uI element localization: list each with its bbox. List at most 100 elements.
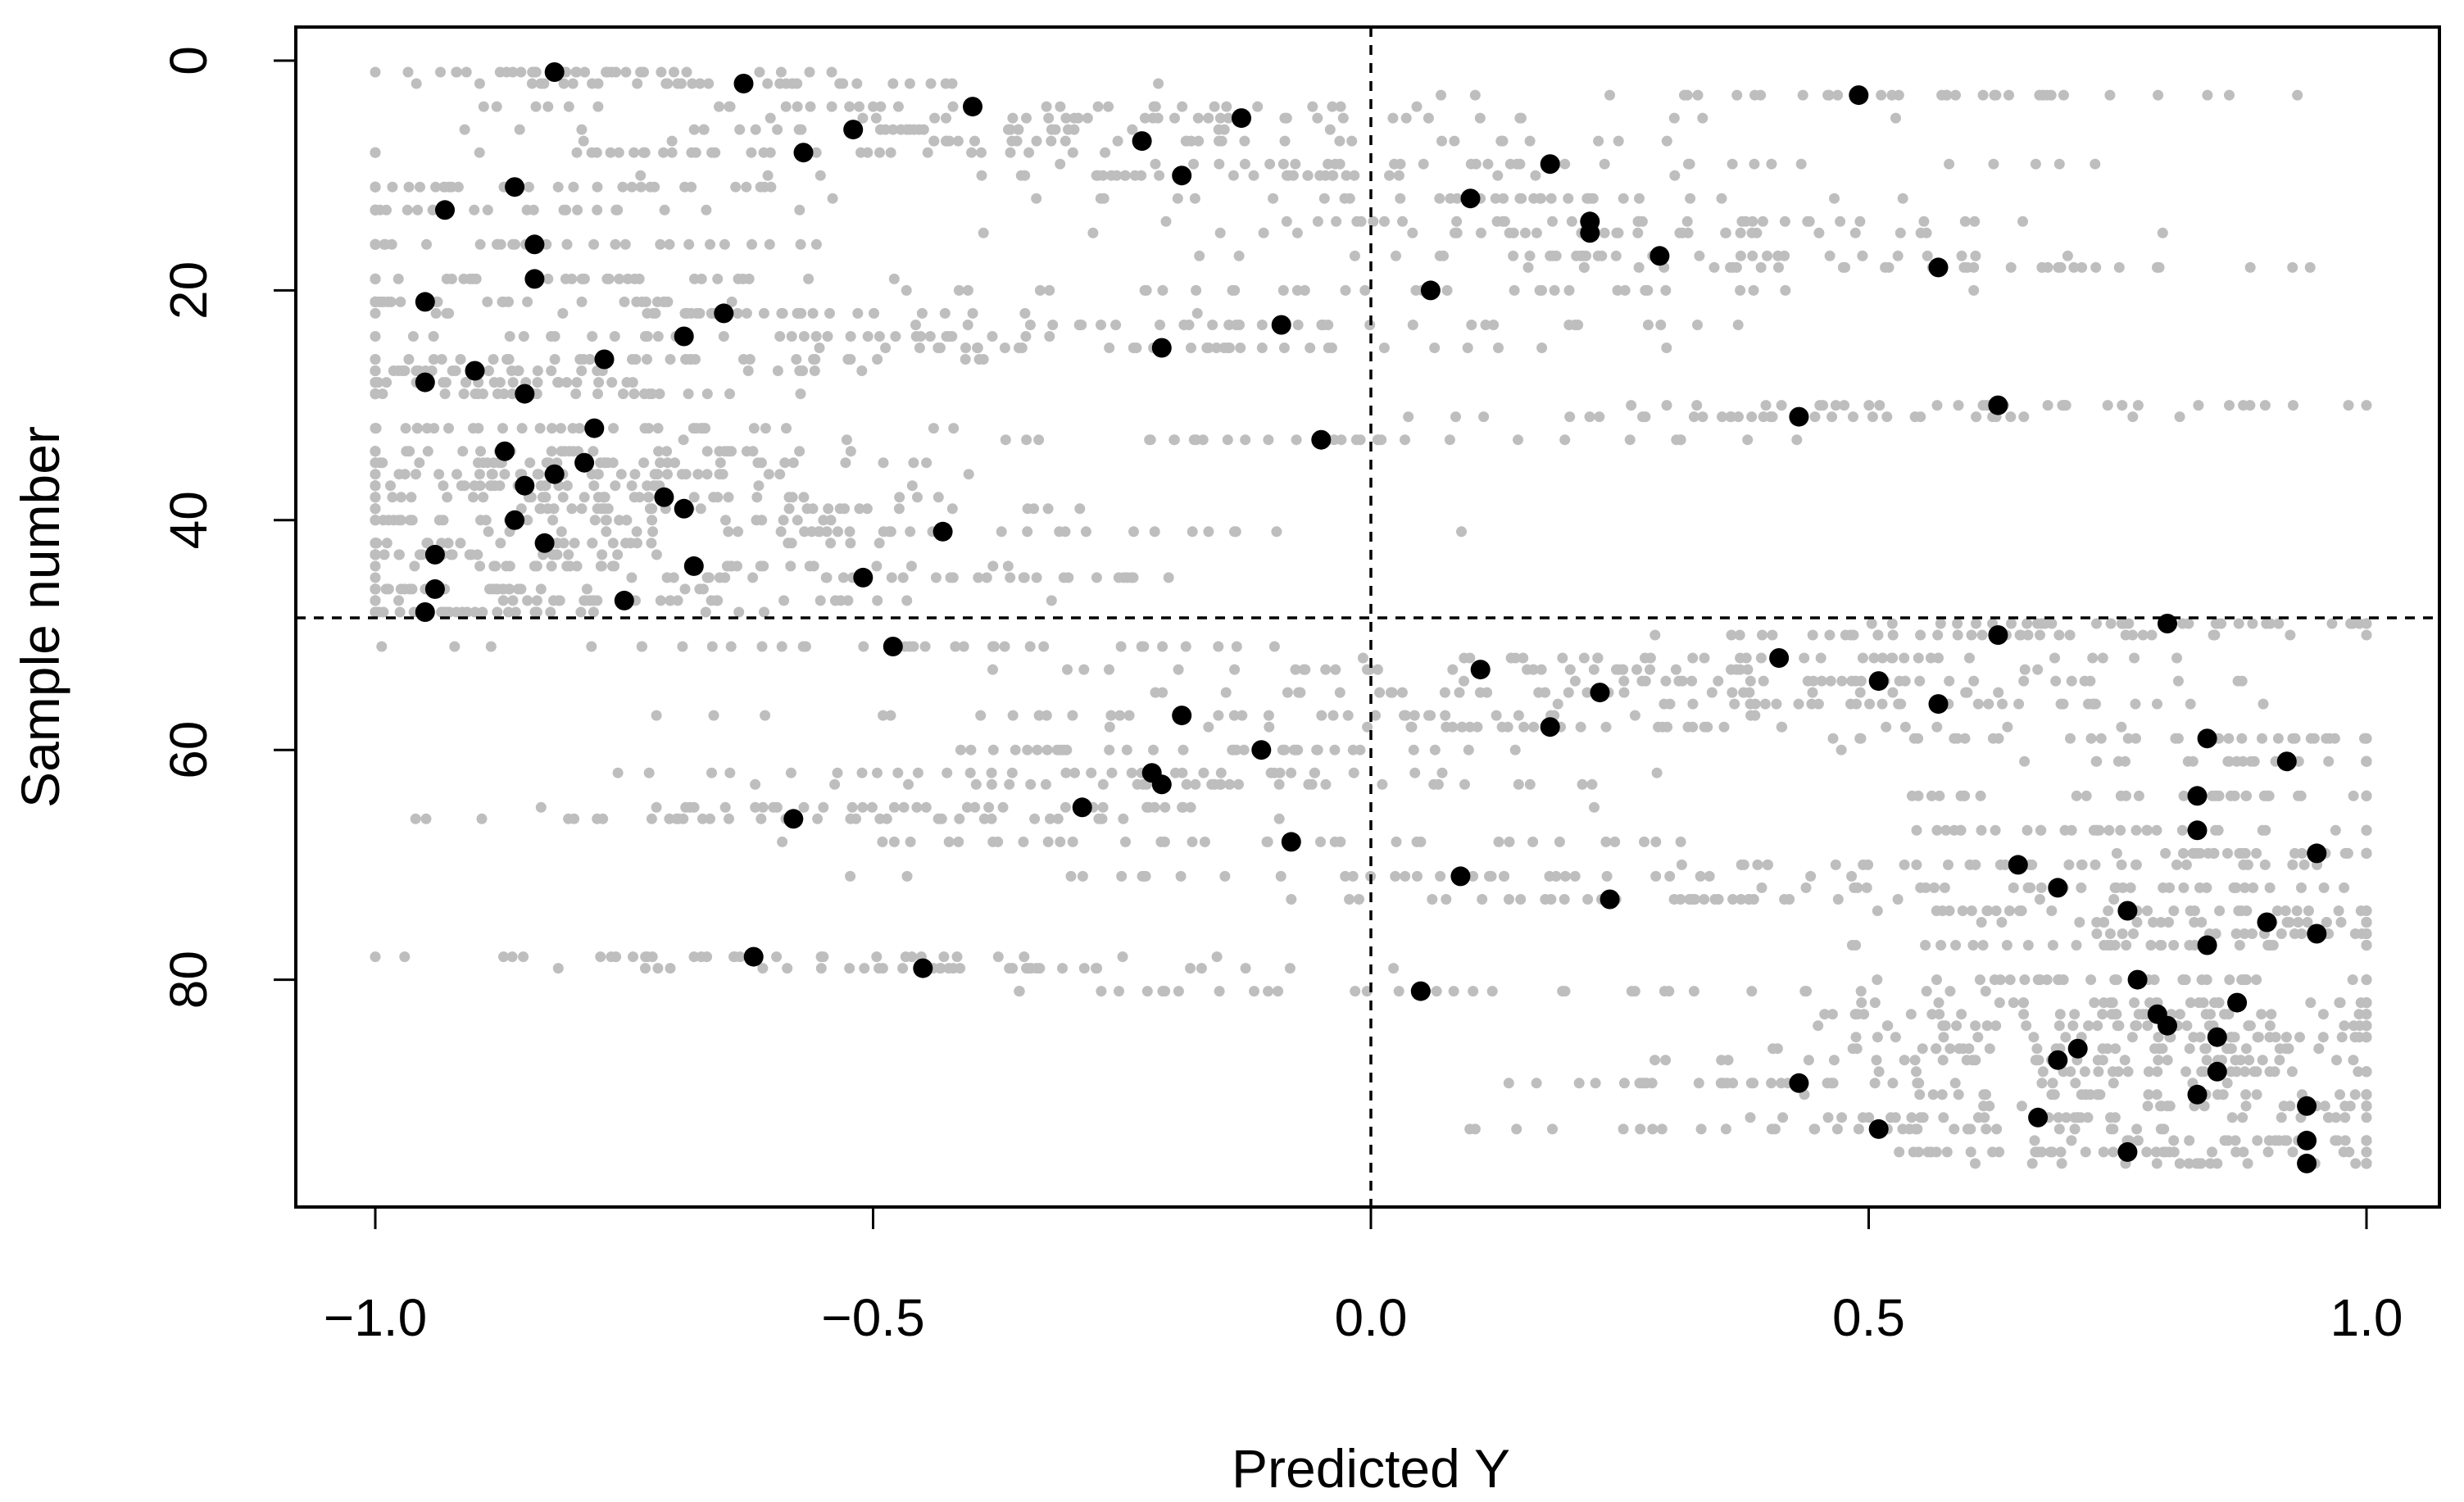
background-sample-point xyxy=(2125,882,2136,893)
background-sample-point xyxy=(576,273,588,284)
background-sample-point xyxy=(1664,698,1676,710)
background-sample-point xyxy=(546,365,557,376)
background-sample-point xyxy=(2066,1135,2077,1146)
background-sample-point xyxy=(774,331,786,342)
background-sample-point xyxy=(1744,687,1755,698)
background-sample-point xyxy=(755,181,766,193)
background-sample-point xyxy=(2164,882,2176,893)
background-sample-point xyxy=(1933,652,1944,664)
background-sample-point xyxy=(1926,1009,1938,1020)
background-sample-point xyxy=(1060,526,1071,538)
background-sample-point xyxy=(2234,940,2245,951)
background-sample-point xyxy=(1503,1078,1514,1089)
background-sample-point xyxy=(1293,687,1305,698)
background-sample-point xyxy=(2127,629,2138,641)
background-sample-point xyxy=(421,238,432,250)
mean-point xyxy=(2158,614,2177,633)
background-sample-point xyxy=(2006,618,2017,629)
background-sample-point xyxy=(370,595,381,606)
background-sample-point xyxy=(1041,744,1053,756)
background-sample-point xyxy=(1508,250,1519,261)
background-sample-point xyxy=(1984,1100,1995,1112)
background-sample-point xyxy=(726,296,737,307)
background-sample-point xyxy=(1006,767,1018,778)
background-sample-point xyxy=(1076,320,1087,330)
background-sample-point xyxy=(563,549,574,560)
mean-point xyxy=(1928,257,1949,278)
background-sample-point xyxy=(1848,411,1858,423)
background-sample-point xyxy=(546,331,557,342)
background-sample-point xyxy=(772,365,783,376)
background-sample-point xyxy=(545,606,556,618)
background-sample-point xyxy=(824,307,835,319)
background-sample-point xyxy=(1735,652,1746,664)
background-sample-point xyxy=(1335,101,1346,112)
background-sample-point xyxy=(1913,1078,1925,1089)
background-sample-point xyxy=(1045,813,1055,824)
background-sample-point xyxy=(1340,870,1351,882)
background-sample-point xyxy=(651,801,662,813)
background-sample-point xyxy=(1324,124,1336,135)
background-sample-point xyxy=(1931,1043,1942,1055)
background-sample-point xyxy=(2055,1146,2067,1158)
x-tick-label: −0.5 xyxy=(821,1288,924,1347)
background-sample-point xyxy=(1469,89,1481,101)
background-sample-point xyxy=(1531,1078,1542,1089)
background-sample-point xyxy=(963,469,974,480)
background-sample-point xyxy=(2284,917,2295,928)
background-sample-point xyxy=(393,549,405,560)
background-sample-point xyxy=(1331,216,1342,227)
background-sample-point xyxy=(492,238,502,250)
background-sample-point xyxy=(1965,1123,1976,1135)
background-sample-point xyxy=(1342,710,1354,721)
background-sample-point xyxy=(1634,193,1645,204)
background-sample-point xyxy=(1252,101,1264,112)
background-sample-point xyxy=(1327,101,1338,112)
background-sample-point xyxy=(1031,193,1042,204)
background-sample-point xyxy=(1632,227,1644,238)
background-sample-point xyxy=(877,836,888,847)
background-sample-point xyxy=(1407,227,1418,238)
background-sample-point xyxy=(1886,652,1898,664)
background-sample-point xyxy=(1022,526,1033,538)
background-sample-point xyxy=(1495,135,1507,147)
background-sample-point xyxy=(2331,1055,2342,1066)
background-sample-point xyxy=(1439,687,1450,698)
background-sample-point xyxy=(1173,986,1184,997)
background-sample-point xyxy=(798,331,810,342)
background-sample-point xyxy=(880,343,892,353)
background-sample-point xyxy=(394,606,406,618)
background-sample-point xyxy=(924,331,936,342)
background-sample-point xyxy=(477,388,488,400)
background-sample-point xyxy=(2296,882,2307,893)
background-sample-point xyxy=(1123,710,1135,721)
background-sample-point xyxy=(905,560,917,572)
background-sample-point xyxy=(420,813,432,824)
background-sample-point xyxy=(1514,193,1526,204)
background-sample-point xyxy=(2251,847,2262,859)
background-sample-point xyxy=(1263,710,1274,721)
background-sample-point xyxy=(2353,1009,2365,1020)
background-sample-point xyxy=(399,469,411,480)
background-sample-point xyxy=(497,423,508,434)
background-sample-point xyxy=(2156,1100,2167,1112)
background-sample-point xyxy=(2076,261,2088,273)
background-sample-point xyxy=(2162,1055,2173,1066)
background-sample-point xyxy=(1929,882,1940,893)
background-sample-point xyxy=(572,204,583,216)
background-sample-point xyxy=(1490,193,1501,204)
background-sample-point xyxy=(2222,756,2234,767)
background-sample-point xyxy=(2343,400,2354,411)
background-sample-point xyxy=(2153,89,2164,101)
background-sample-point xyxy=(575,606,587,618)
background-sample-point xyxy=(410,813,421,824)
background-sample-point xyxy=(1018,572,1029,583)
background-sample-point xyxy=(2066,824,2077,836)
background-sample-point xyxy=(468,423,479,434)
background-sample-point xyxy=(2266,1009,2277,1020)
background-sample-point xyxy=(1104,343,1115,353)
background-sample-point xyxy=(1034,284,1046,296)
background-sample-point xyxy=(712,492,724,503)
background-sample-point xyxy=(793,124,805,135)
background-sample-point xyxy=(470,388,481,400)
